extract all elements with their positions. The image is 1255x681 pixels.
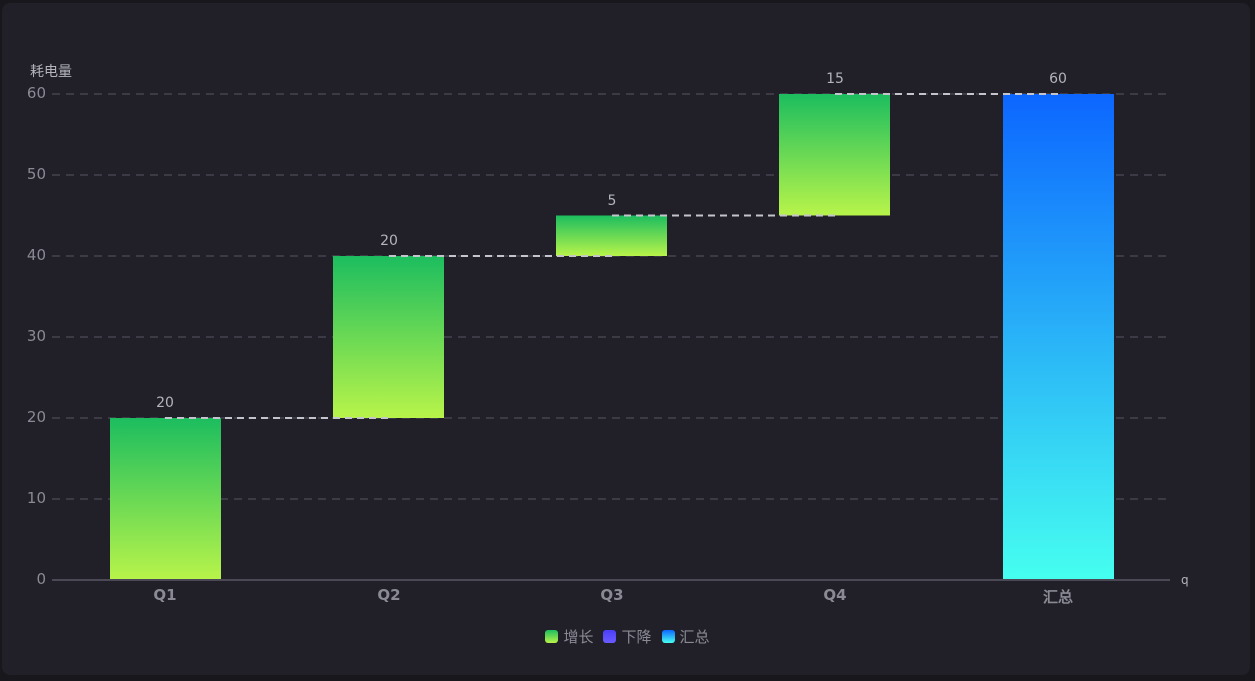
bar-q4[interactable] [779, 94, 890, 216]
decrease-swatch-icon [603, 630, 617, 643]
x-label-q4: Q4 [823, 586, 847, 604]
value-label-q2: 20 [380, 233, 398, 249]
increase-swatch-icon [545, 630, 559, 643]
y-tick: 20 [26, 408, 46, 426]
legend-label: 增长 [563, 628, 594, 646]
legend-label: 汇总 [679, 628, 710, 646]
y-tick: 30 [26, 327, 46, 345]
value-label-total: 60 [1049, 71, 1067, 87]
bar-q3[interactable] [556, 215, 667, 257]
x-label-total: 汇总 [1042, 588, 1073, 606]
x-label-q2: Q2 [377, 586, 401, 604]
x-label-q1: Q1 [153, 586, 177, 604]
legend: 增长 下降 汇总 [0, 626, 1255, 647]
y-tick: 0 [36, 570, 46, 588]
y-axis-name: 耗电量 [30, 64, 72, 80]
value-label-q4: 15 [826, 71, 844, 87]
x-axis-name: q [1181, 573, 1189, 587]
legend-item-increase[interactable]: 增长 [545, 626, 593, 647]
y-tick: 60 [26, 84, 46, 102]
legend-item-total[interactable]: 汇总 [661, 626, 710, 647]
bar-total[interactable] [1003, 94, 1114, 580]
value-label-q3: 5 [607, 193, 617, 209]
value-label-q1: 20 [156, 395, 174, 411]
legend-label: 下降 [621, 628, 652, 646]
bar-q2[interactable] [333, 256, 444, 418]
connector-lines [165, 93, 1058, 419]
y-tick: 50 [26, 165, 46, 183]
x-label-q3: Q3 [600, 586, 624, 604]
y-tick: 40 [26, 246, 46, 264]
y-tick: 10 [26, 489, 46, 507]
legend-item-decrease[interactable]: 下降 [603, 626, 652, 647]
bar-q1[interactable] [110, 418, 221, 580]
total-swatch-icon [661, 630, 675, 643]
